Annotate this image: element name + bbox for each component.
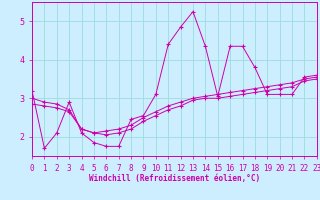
X-axis label: Windchill (Refroidissement éolien,°C): Windchill (Refroidissement éolien,°C) <box>89 174 260 183</box>
